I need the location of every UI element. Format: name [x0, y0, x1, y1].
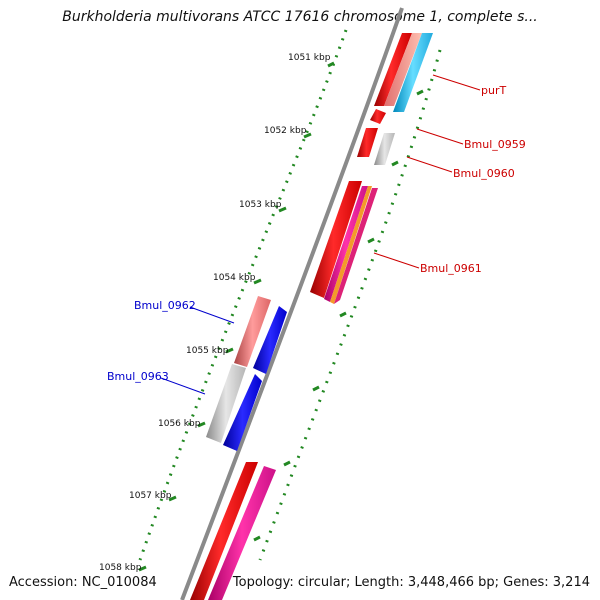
kbp-label: 1057 kbp [129, 491, 172, 501]
kbp-label: 1053 kbp [239, 200, 282, 210]
gene-arrow-bmul0963-blue [223, 374, 262, 451]
gene-arrow-bmul0962-blue [253, 306, 287, 374]
kbp-label: 1052 kbp [264, 126, 307, 136]
kbp-label: 1054 kbp [213, 273, 256, 283]
gene-arrow-bmul0961-red [310, 181, 362, 298]
gene-label-bmul0963[interactable]: Bmul_0963 [107, 370, 169, 383]
chromosome-backbone [180, 7, 404, 600]
gene-label-bmul0960[interactable]: Bmul_0960 [453, 167, 515, 180]
gene-label-purt[interactable]: purT [481, 84, 506, 97]
gene-arrow-bmul0961-pink [324, 186, 368, 302]
kbp-label: 1055 kbp [186, 346, 229, 356]
gene-arrow-purt-cyan [393, 33, 433, 112]
scale-labels: 1051 kbp 1052 kbp 1053 kbp 1054 kbp 1055… [99, 53, 331, 573]
gene-arrow-bmul0963-gray [206, 364, 246, 443]
gene-arrow-bmul0961-orange [330, 186, 372, 304]
gc-dots-inner [138, 29, 348, 561]
gene-arrow-bmul0959 [357, 128, 378, 157]
gene-labels: purT Bmul_0959 Bmul_0960 Bmul_0961 Bmul_… [107, 84, 526, 383]
gene-arrow-bmul0961-magenta [334, 188, 378, 304]
gene-arrow-bmul0962-salmon [234, 296, 271, 367]
label-leaders [160, 74, 481, 395]
kbp-label: 1056 kbp [158, 419, 201, 429]
gene-arrow-small [370, 109, 386, 124]
gene-label-bmul0962[interactable]: Bmul_0962 [134, 299, 196, 312]
genome-title: Burkholderia multivorans ATCC 17616 chro… [62, 9, 538, 25]
topology-text: Topology: circular; Length: 3,448,466 bp… [232, 575, 590, 590]
gene-arrow-purt-red [374, 33, 412, 106]
scale-tick-marks [138, 61, 424, 572]
reverse-genes [206, 296, 287, 451]
gene-arrow-bottom-pink [208, 466, 276, 600]
kbp-label: 1058 kbp [99, 563, 142, 573]
gene-label-bmul0959[interactable]: Bmul_0959 [464, 138, 526, 151]
gene-arrow-bottom-red [190, 462, 258, 600]
gene-label-bmul0961[interactable]: Bmul_0961 [420, 262, 482, 275]
gene-arrow-pink [384, 33, 422, 106]
accession-text: Accession: NC_010084 [9, 575, 157, 590]
forward-genes [190, 33, 433, 600]
kbp-label: 1051 kbp [288, 53, 331, 63]
gene-arrow-bmul0960 [374, 133, 395, 165]
